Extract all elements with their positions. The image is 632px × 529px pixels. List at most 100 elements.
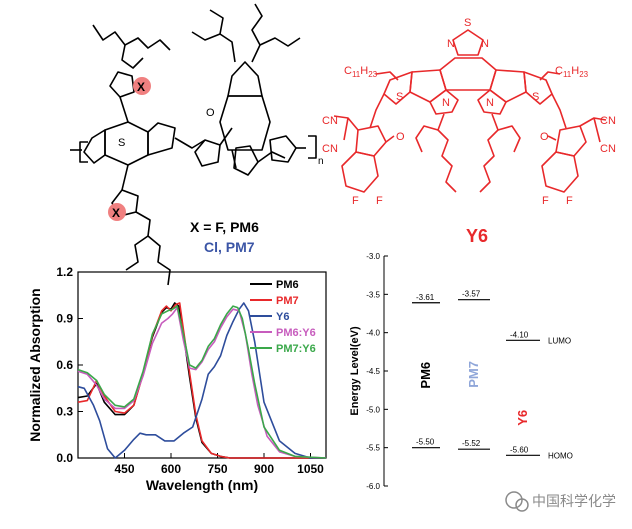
pm-bdd-branch-left: [191, 31, 221, 41]
absorption-x-ticks: 450 600 750 900 1050: [114, 453, 324, 476]
y6-atom-s-right: S: [532, 91, 539, 103]
y6-right-pyrrole: [477, 89, 507, 115]
lumo-value: -3.61: [416, 293, 435, 302]
energy-y-tick-label: -3.5: [366, 290, 380, 299]
pm-top-thiophene: [109, 71, 135, 98]
series-line-pm7-y6: [77, 305, 327, 459]
y6-central-benzene: [439, 57, 497, 91]
pm-thiophene-2: [194, 139, 221, 167]
energy-y-tick-label: -5.5: [366, 444, 380, 453]
energy-level-chart: -3.0 -3.5 -4.0 -4.5 -5.0 -5.5 -6.0 -3.61 -5.50 P…: [349, 252, 573, 491]
absorption-x-tick-label: 600: [161, 462, 181, 476]
energy-y-tick-label: -6.0: [366, 482, 380, 491]
y6-right-carbonyl: [547, 135, 557, 141]
pm-bdt-right-ring: [147, 122, 176, 156]
pm-bottom-alkyl-branch: [125, 235, 149, 271]
y6-right-c11: C11H23: [555, 65, 589, 79]
y6-left-benzo: [341, 151, 379, 193]
y6-title: Y6: [466, 226, 488, 246]
watermark-logo-icon: [505, 491, 523, 509]
y6-atom-n-right-top: N: [481, 38, 489, 50]
y6-left-pyrrole: [429, 89, 459, 115]
y6-right-benzo: [541, 151, 579, 193]
y6-structure: [333, 29, 607, 193]
pm-bracket-right: [308, 135, 317, 159]
y6-left-ring-1: [409, 69, 447, 103]
pm-x-label-bottom: X: [112, 206, 120, 220]
pm-bdd-core: [219, 95, 271, 151]
y6-left-carbonyl: [385, 135, 395, 143]
pm-bdt-core: [104, 121, 149, 166]
y6-right-cn-2: [593, 117, 601, 143]
pm-repeat-n: n: [318, 156, 324, 167]
pm-bdd-top-thiophene: [227, 61, 263, 97]
homo-value: -5.50: [416, 438, 435, 447]
pm-top-bond: [119, 96, 129, 123]
energy-y-tick-label: -5.0: [366, 405, 380, 414]
absorption-series-lines: [77, 302, 327, 459]
y6-right-n-branch: [497, 125, 521, 153]
y6-right-ring-1: [489, 69, 527, 103]
pm-link-2: [219, 127, 233, 146]
energy-y-tick-label: -4.5: [366, 367, 380, 376]
lumo-value: -3.57: [462, 290, 481, 299]
y6-right-undecyl: [539, 71, 561, 81]
pm-bdd-bottom-thiophene: [233, 145, 259, 176]
y6-right-n-chain: [479, 113, 499, 193]
legend-label: Y6: [276, 311, 289, 323]
energy-levels: -3.61 -5.50 PM6 -3.57 -5.52 PM7 -4.10 -5.60 Y6 LU…: [412, 290, 573, 460]
y6-atom-n-left-top: N: [447, 38, 455, 50]
y6-cn-left-1: CN: [322, 115, 338, 127]
y6-thiadiazole: [452, 29, 484, 56]
watermark: 中国科学化学: [505, 491, 616, 512]
y6-atom-o-left: O: [396, 131, 405, 143]
pm-x-label-top: X: [137, 80, 145, 94]
absorption-y-axis-label: Normalized Absorption: [27, 288, 43, 442]
absorption-y-tick-label: 0.3: [56, 405, 73, 419]
pm-bdt-left-ring: [83, 129, 106, 164]
y6-left-cn-2: [343, 117, 349, 141]
y6-left-thiophene: [383, 71, 413, 105]
pm-bottom-thiophene: [111, 189, 139, 217]
y6-right-vinyl: [551, 93, 567, 129]
energy-y-axis-label: Energy Level(eV): [349, 326, 361, 416]
pm-caption-line2: Cl, PM7: [204, 239, 255, 255]
y6-atom-o-right: O: [540, 131, 549, 143]
watermark-logo-icon-2: [515, 498, 529, 512]
y6-atom-f-2: F: [376, 195, 383, 207]
energy-y-tick-label: -3.0: [366, 252, 380, 261]
y6-left-indanone: [355, 125, 387, 157]
y6-cn-right-2: CN: [600, 143, 616, 155]
y6-atom-labels: C11H23 C11H23 S N N N N S S O O CN CN CN…: [322, 17, 616, 207]
lumo-value: -4.10: [510, 330, 529, 339]
legend-label: PM6:Y6: [276, 327, 316, 339]
legend-label: PM6: [276, 279, 299, 291]
pm-bottom-alkyl-chain: [135, 211, 171, 286]
absorption-y-ticks: 0.0 0.3 0.6 0.9 1.2: [56, 265, 83, 465]
pm-bdd-chain-right: [251, 3, 263, 63]
y6-left-c11: C11H23: [344, 65, 378, 79]
energy-y-tick-label: -4.0: [366, 329, 380, 338]
pm-bottom-bond: [121, 164, 129, 191]
pm-link-1: [174, 137, 206, 149]
watermark-text: 中国科学化学: [532, 493, 616, 509]
material-label-pm6: PM6: [418, 362, 433, 389]
y6-cn-right-1: CN: [600, 115, 616, 127]
absorption-legend: PM6 PM7 Y6 PM6:Y6 PM7:Y6: [250, 279, 316, 355]
lumo-name: LUMO: [548, 336, 571, 345]
series-line-pm6-y6: [77, 306, 327, 459]
material-label-y6: Y6: [515, 410, 530, 426]
homo-value: -5.52: [462, 439, 481, 448]
legend-label: PM7: [276, 295, 299, 307]
y6-atom-n-left: N: [442, 97, 450, 109]
pm-link-3: [231, 149, 237, 169]
absorption-x-axis-label: Wavelength (nm): [146, 477, 258, 493]
pm-caption-line1: X = F, PM6: [190, 219, 259, 235]
homo-name: HOMO: [548, 451, 573, 460]
y6-atom-s-left: S: [396, 91, 403, 103]
y6-right-indanone: [555, 125, 587, 157]
homo-value: -5.60: [510, 445, 529, 454]
pm-top-alkyl-chain: [92, 24, 144, 69]
y6-atom-f-4: F: [566, 195, 573, 207]
